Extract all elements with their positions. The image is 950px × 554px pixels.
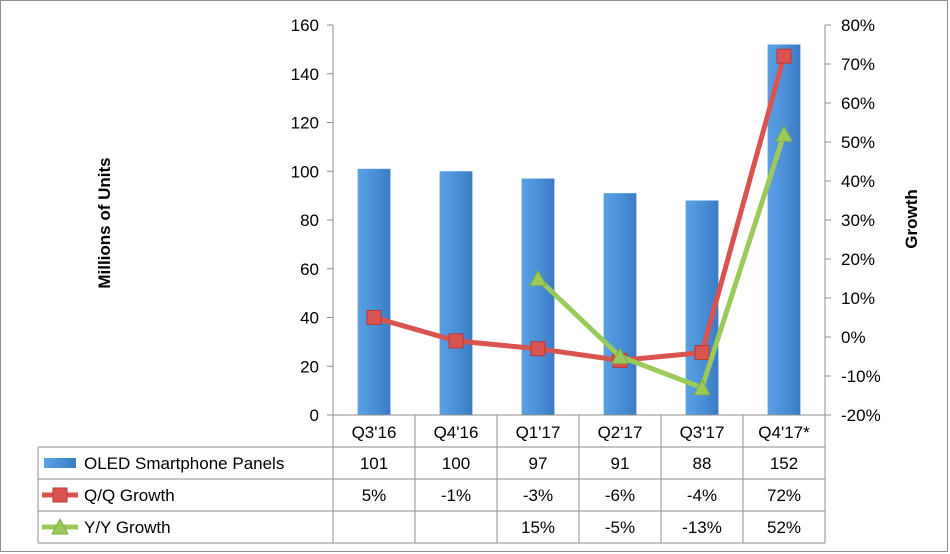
qq-growth-point-1 xyxy=(366,310,382,325)
y2-tick-label: -20% xyxy=(841,406,881,425)
yy-growth-point-6 xyxy=(775,125,793,142)
y2-tick-label: 70% xyxy=(841,55,875,74)
y-tick-label: 140 xyxy=(291,65,319,84)
bar-1 xyxy=(357,168,391,415)
yy-growth-point-5 xyxy=(693,378,711,396)
bar-6 xyxy=(767,44,801,415)
y-tick-label: 100 xyxy=(291,162,319,181)
qq-growth-point-2 xyxy=(448,333,464,349)
y2-tick-label: 0% xyxy=(841,328,866,347)
y2-tick-label: 30% xyxy=(841,211,875,230)
y-tick-label: 120 xyxy=(291,114,319,133)
data-label: 52% xyxy=(767,518,801,537)
x-tick-label: Q2'17 xyxy=(598,423,643,442)
yy-growth-line xyxy=(536,133,787,391)
y-tick-label: 80 xyxy=(300,211,319,230)
data-label: 100 xyxy=(442,454,470,473)
data-label: 152 xyxy=(770,454,798,473)
yy-growth-point-3 xyxy=(529,269,547,286)
y2-tick-label: 60% xyxy=(841,94,875,113)
legend-entry: Y/Y Growth xyxy=(84,518,171,537)
y-tick-label: 0 xyxy=(310,406,319,425)
data-label: -6% xyxy=(605,486,635,505)
legend-marker xyxy=(52,487,68,503)
yy-growth-point-4 xyxy=(611,347,629,364)
data-label: 72% xyxy=(767,486,801,505)
qq-growth-point-3 xyxy=(530,341,546,357)
legend-entry: OLED Smartphone Panels xyxy=(84,454,284,473)
y2-axis-title: Growth xyxy=(902,189,921,249)
y2-tick-label: 80% xyxy=(841,16,875,35)
y2-tick-label: 40% xyxy=(841,172,875,191)
y-axis-title: Millions of Units xyxy=(95,157,114,288)
data-label: 5% xyxy=(362,486,387,505)
legend-entry: Q/Q Growth xyxy=(84,486,175,505)
qq-growth-line xyxy=(373,55,787,363)
data-label: 91 xyxy=(611,454,630,473)
y-tick-label: 160 xyxy=(291,16,319,35)
y-tick-label: 20 xyxy=(300,357,319,376)
x-tick-label: Q4'17* xyxy=(758,423,810,442)
y-tick-label: 40 xyxy=(300,309,319,328)
data-label: 101 xyxy=(360,454,388,473)
data-label: -4% xyxy=(687,486,717,505)
data-label: -1% xyxy=(441,486,471,505)
data-label: 15% xyxy=(521,518,555,537)
y2-tick-label: 10% xyxy=(841,289,875,308)
data-label: 88 xyxy=(693,454,712,473)
y2-tick-label: 50% xyxy=(841,133,875,152)
bar-4 xyxy=(603,193,637,415)
legend-bar-key xyxy=(44,458,76,468)
bar-2 xyxy=(439,171,473,415)
y2-tick-label: -10% xyxy=(841,367,881,386)
x-tick-label: Q3'16 xyxy=(352,423,397,442)
bar-3 xyxy=(521,178,555,415)
qq-growth-point-5 xyxy=(694,345,710,361)
data-label: -5% xyxy=(605,518,635,537)
data-label: -13% xyxy=(682,518,722,537)
y2-tick-label: 20% xyxy=(841,250,875,269)
x-tick-label: Q3'17 xyxy=(680,423,725,442)
data-label: 97 xyxy=(529,454,548,473)
qq-growth-point-6 xyxy=(776,48,792,64)
x-tick-label: Q1'17 xyxy=(516,423,561,442)
legend-marker xyxy=(51,517,69,535)
x-tick-label: Q4'16 xyxy=(434,423,479,442)
y-tick-label: 60 xyxy=(300,260,319,279)
data-label: -3% xyxy=(523,486,553,505)
